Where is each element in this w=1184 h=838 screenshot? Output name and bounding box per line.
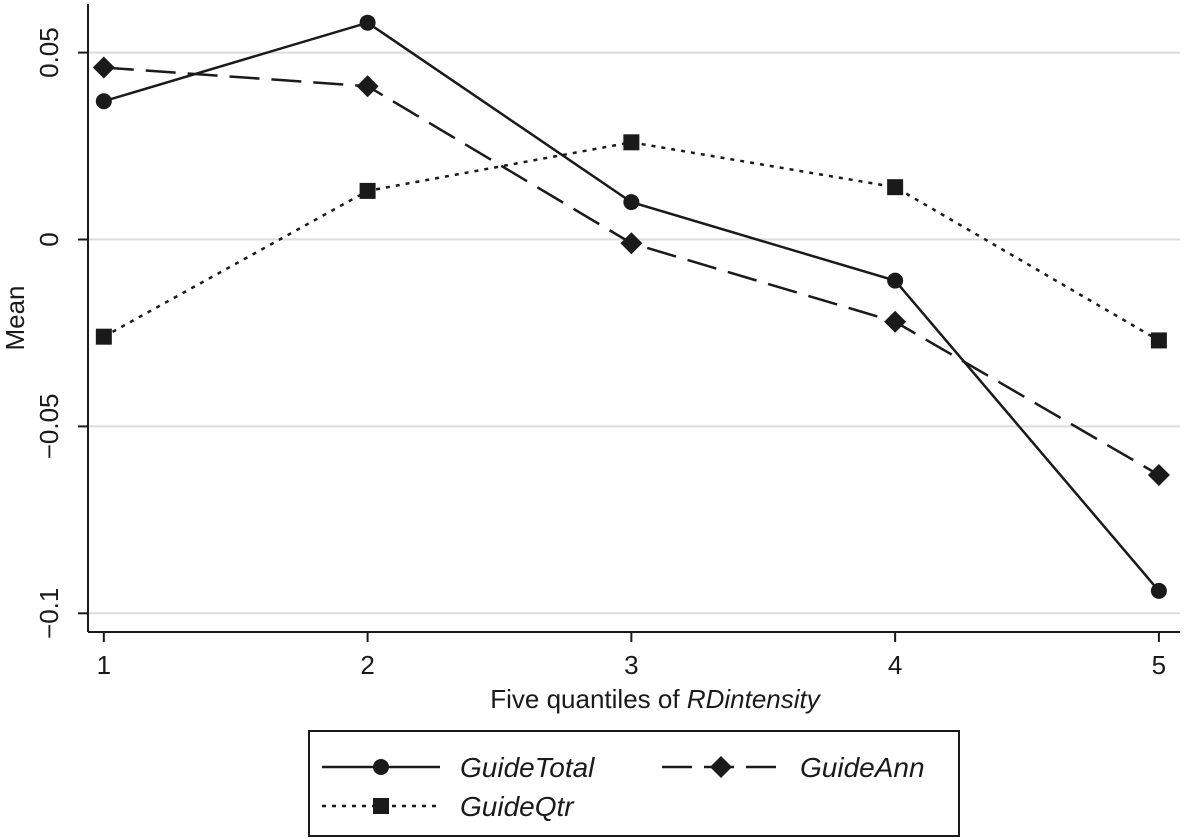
series-line (103, 21, 1160, 592)
series-GuideQtr (95, 134, 1167, 349)
data-point (356, 75, 379, 98)
grid-lines (88, 51, 1180, 615)
axes: 0.05 0 −0.05 −0.1 1 2 3 4 5 (34, 4, 1180, 680)
data-point (623, 134, 640, 151)
legend-marker (373, 759, 389, 775)
data-point (95, 328, 112, 345)
data-point (92, 56, 115, 79)
legend-label: GuideTotal (460, 752, 595, 783)
data-point (623, 194, 640, 211)
x-tick-label: 1 (97, 650, 111, 680)
data-point (1150, 332, 1167, 349)
legend: GuideTotal GuideAnn GuideQtr (308, 730, 960, 837)
y-tick-label: 0 (34, 232, 64, 246)
data-point (1147, 464, 1170, 486)
data-point (884, 310, 907, 333)
data-point (887, 179, 904, 196)
legend-marker (710, 756, 732, 778)
legend-item-GuideTotal: GuideTotal (322, 752, 595, 783)
legend-label: GuideQtr (460, 791, 575, 822)
legend-item-GuideAnn: GuideAnn (662, 752, 925, 783)
y-tick-label: −0.05 (34, 394, 64, 460)
legend-label: GuideAnn (800, 752, 925, 783)
data-point (620, 232, 643, 255)
series-line (103, 66, 1160, 477)
data-point (359, 182, 376, 199)
y-tick-label: −0.1 (34, 588, 64, 639)
series-line (103, 141, 1160, 342)
series-group (92, 14, 1170, 599)
data-point (1150, 582, 1167, 599)
legend-item-GuideQtr: GuideQtr (322, 791, 575, 822)
y-axis-label: Mean (0, 285, 30, 350)
x-tick-label: 4 (888, 650, 902, 680)
x-tick-label: 3 (624, 650, 638, 680)
x-axis-label: Five quantiles of RDintensity (490, 684, 821, 714)
y-tick-label: 0.05 (34, 27, 64, 78)
legend-marker (373, 798, 389, 814)
legend-box (308, 730, 960, 837)
data-point (887, 272, 904, 289)
data-point (359, 14, 376, 31)
series-GuideTotal (95, 14, 1167, 599)
x-tick-label: 5 (1152, 650, 1166, 680)
series-GuideAnn (92, 56, 1170, 486)
axis-labels: Five quantiles of RDintensity Mean (0, 285, 822, 714)
x-tick-label: 2 (360, 650, 374, 680)
data-point (95, 93, 112, 110)
